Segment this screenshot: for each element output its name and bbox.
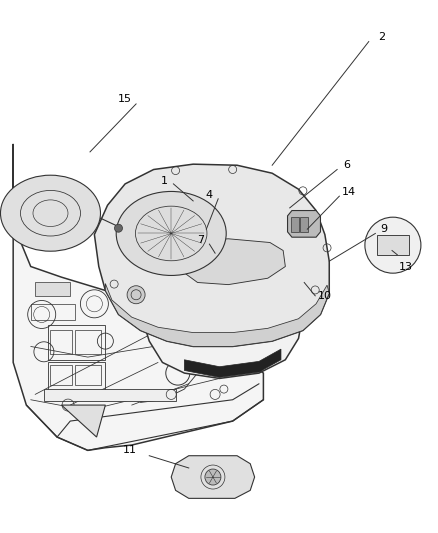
Circle shape [114, 224, 122, 232]
Bar [290, 217, 298, 232]
Bar [31, 304, 74, 320]
Text: 7: 7 [197, 235, 204, 245]
Polygon shape [105, 284, 328, 346]
Text: 2: 2 [378, 33, 385, 42]
Text: 10: 10 [317, 291, 331, 301]
Polygon shape [13, 144, 263, 450]
Bar [48, 362, 105, 392]
Text: 6: 6 [343, 160, 350, 170]
Bar [48, 325, 105, 360]
Bar [44, 389, 175, 401]
Polygon shape [61, 405, 105, 437]
Text: 9: 9 [380, 224, 387, 234]
Polygon shape [94, 164, 328, 346]
Circle shape [127, 286, 145, 304]
Bar [35, 282, 70, 296]
Polygon shape [171, 456, 254, 498]
Polygon shape [179, 239, 285, 285]
Bar [300, 217, 307, 232]
Bar [50, 330, 72, 354]
Text: 14: 14 [341, 187, 355, 197]
Polygon shape [184, 349, 280, 377]
Bar [74, 365, 101, 385]
Bar [50, 365, 72, 385]
Circle shape [205, 469, 220, 485]
Ellipse shape [0, 175, 100, 251]
Text: 4: 4 [205, 190, 212, 199]
Polygon shape [136, 255, 302, 378]
Polygon shape [287, 211, 320, 237]
Polygon shape [182, 314, 197, 332]
Text: 15: 15 [118, 94, 132, 103]
Circle shape [364, 217, 420, 273]
Text: 11: 11 [122, 446, 136, 455]
Ellipse shape [116, 191, 226, 276]
Bar [376, 235, 408, 255]
Bar [74, 330, 101, 354]
Polygon shape [198, 327, 214, 340]
Text: 1: 1 [161, 176, 168, 186]
Text: 13: 13 [398, 262, 412, 271]
